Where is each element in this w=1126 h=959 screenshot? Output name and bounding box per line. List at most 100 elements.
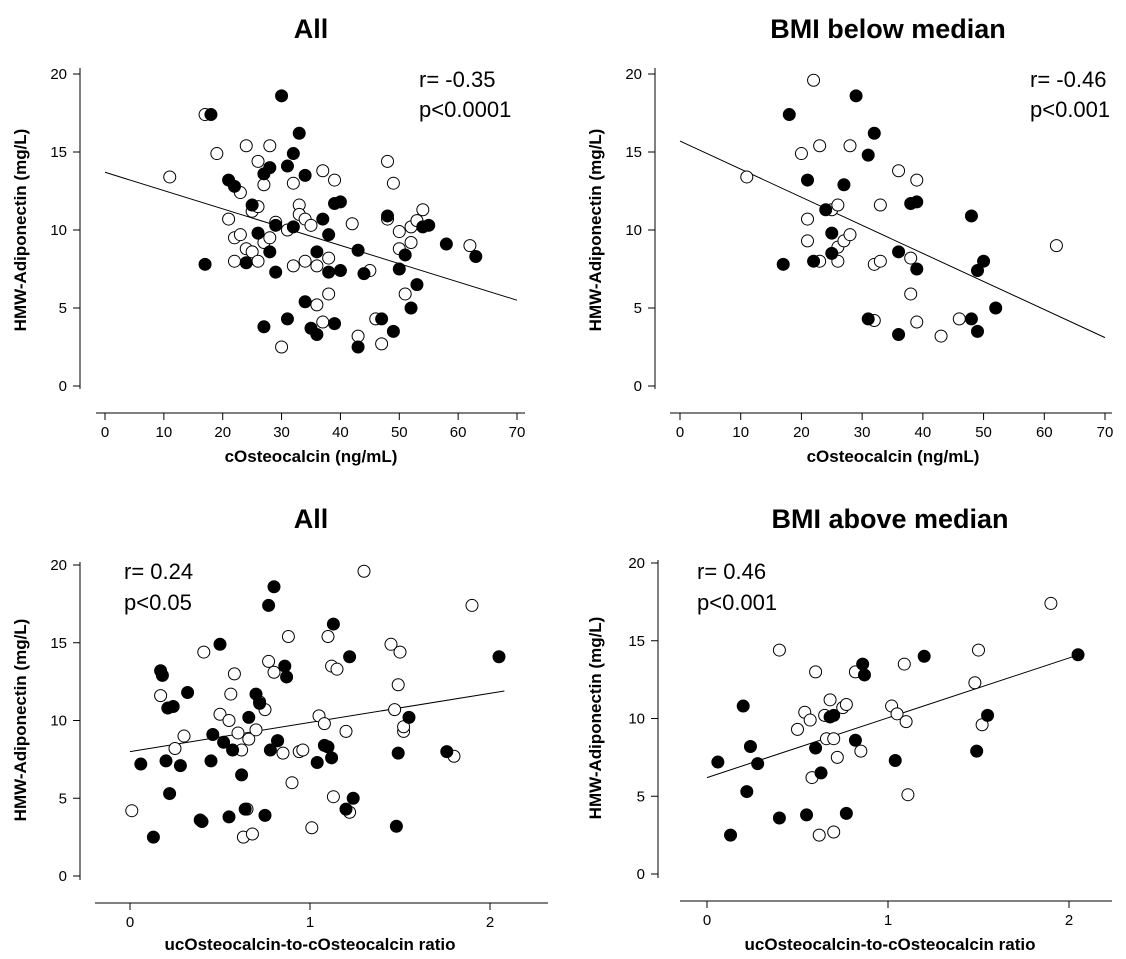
data-point-open	[812, 828, 826, 842]
data-point-open	[1049, 239, 1063, 253]
data-point-open	[168, 741, 182, 755]
regression-line	[104, 171, 518, 301]
data-point-open	[384, 637, 398, 651]
x-tick-label: 70	[509, 424, 526, 441]
data-point-open	[827, 732, 841, 746]
data-point-open	[952, 312, 966, 326]
data-point-open	[809, 665, 823, 679]
data-point-open	[263, 231, 277, 245]
data-point-filled	[181, 686, 195, 700]
data-point-open	[286, 176, 300, 190]
data-point-open	[239, 139, 253, 153]
data-point-open	[873, 198, 887, 212]
data-point-filled	[263, 245, 277, 259]
data-point-open	[416, 203, 430, 217]
data-point-open	[972, 643, 985, 657]
data-point-open	[326, 790, 340, 804]
y-tick-label: 0	[59, 868, 67, 885]
data-point-open	[904, 251, 918, 265]
data-point-filled	[711, 755, 725, 769]
y-tick-label: 10	[50, 713, 67, 730]
p-value: p<0.001	[697, 590, 777, 615]
data-point-filled	[286, 220, 300, 234]
data-point-filled	[381, 209, 395, 223]
data-point-filled	[825, 246, 839, 260]
data-point-open	[227, 667, 241, 681]
data-point-filled	[343, 650, 357, 664]
x-axis	[670, 412, 1112, 420]
data-point-open	[890, 707, 904, 721]
data-point-filled	[146, 830, 160, 844]
data-point-open	[317, 717, 331, 731]
data-point-open	[245, 827, 259, 841]
data-point-filled	[280, 670, 294, 684]
data-point-open	[298, 254, 312, 268]
data-point-filled	[310, 755, 324, 769]
panel-bottom-right: BMI above median HMW-Adiponectin (mg/L) …	[586, 504, 1112, 954]
data-point-open	[276, 746, 290, 760]
data-point-filled	[155, 668, 169, 682]
data-point-filled	[271, 734, 285, 748]
data-point-filled	[751, 757, 765, 771]
data-point-filled	[839, 806, 853, 820]
data-point-filled	[469, 250, 483, 264]
data-point-filled	[333, 264, 347, 278]
data-point-open	[296, 743, 310, 757]
panel-top-left: All HMW-Adiponectin (mg/L) cOsteocalcin …	[11, 14, 525, 466]
x-tick-label: 1	[306, 914, 314, 931]
data-point-open	[351, 329, 365, 343]
data-point-open	[873, 254, 887, 268]
x-axis	[680, 900, 1112, 908]
data-point-filled	[971, 264, 984, 278]
data-point-open	[934, 329, 948, 343]
data-point-filled	[159, 754, 173, 768]
x-tick-label: 0	[676, 424, 684, 441]
data-point-filled	[227, 179, 241, 193]
data-point-filled	[163, 787, 177, 801]
data-point-filled	[351, 340, 365, 354]
data-point-filled	[195, 815, 209, 829]
data-point-open	[322, 287, 336, 301]
data-point-filled	[917, 649, 931, 663]
data-point-open	[251, 254, 265, 268]
data-point-filled	[351, 243, 365, 257]
data-point-filled	[392, 262, 406, 276]
data-point-open	[304, 218, 318, 232]
data-point-filled	[328, 317, 342, 331]
data-point-filled	[263, 161, 277, 175]
data-point-filled	[251, 226, 265, 240]
data-point-filled	[280, 312, 294, 326]
y-tick-label: 20	[50, 66, 67, 83]
data-point-open	[463, 239, 477, 253]
x-tick-label: 30	[273, 424, 290, 441]
data-point-filled	[888, 753, 902, 767]
data-point-open	[393, 645, 407, 659]
data-point-open	[249, 723, 263, 737]
data-point-open	[398, 287, 412, 301]
data-point-open	[281, 630, 295, 644]
x-tick-label: 10	[156, 424, 173, 441]
y-axis-label: HMW-Adiponectin (mg/L)	[11, 129, 30, 332]
data-point-filled	[782, 108, 796, 122]
data-point-filled	[257, 320, 271, 334]
data-point-filled	[740, 785, 754, 799]
data-point-filled	[204, 108, 218, 122]
data-point-open	[257, 178, 271, 192]
y-axis	[651, 560, 659, 878]
data-point-open	[339, 724, 353, 738]
data-point-open	[807, 73, 821, 87]
data-point-open	[310, 298, 324, 312]
data-point-filled	[213, 637, 227, 651]
x-tick-label: 50	[975, 424, 992, 441]
data-point-filled	[217, 735, 231, 749]
y-tick-label: 5	[59, 790, 67, 807]
data-point-open	[381, 154, 395, 168]
data-point-filled	[772, 811, 786, 825]
data-point-filled	[198, 257, 212, 271]
data-point-open	[740, 170, 754, 184]
data-point-filled	[867, 126, 881, 140]
x-tick-label: 2	[486, 914, 494, 931]
x-tick-label: 60	[450, 424, 467, 441]
data-point-open	[322, 251, 336, 265]
data-point-filled	[970, 744, 984, 758]
